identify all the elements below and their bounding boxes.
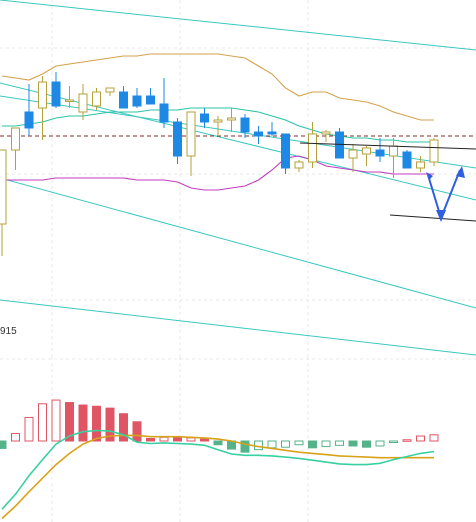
candle-body-0 (0, 149, 7, 225)
macd-bar-6 (78, 404, 88, 442)
candle-body-30 (402, 151, 412, 169)
candle-body-10 (132, 95, 142, 107)
annotation-label: 915 (0, 326, 17, 337)
candle-body-28 (375, 149, 385, 157)
price-chart: 915 (0, 0, 476, 357)
candle-body-32 (429, 139, 439, 163)
macd-bar-0 (0, 440, 7, 449)
channel-line-0 (0, 0, 476, 51)
macd-bar-13 (173, 437, 182, 442)
macd-dea-line (1, 434, 434, 520)
macd-chart (0, 357, 476, 522)
macd-bar-1 (11, 433, 20, 442)
macd-bar-16 (213, 440, 223, 446)
candle-body-13 (173, 121, 182, 157)
candle-body-26 (348, 149, 358, 159)
candle-body-1 (11, 127, 20, 151)
bollinger-upper-line (1, 53, 434, 121)
macd-bar-25 (335, 440, 344, 446)
macd-bar-24 (321, 440, 331, 448)
price-layer (0, 0, 476, 356)
candle-body-25 (335, 131, 344, 159)
candle-body-20 (267, 131, 277, 135)
candle-body-23 (308, 133, 317, 163)
macd-grid (0, 357, 476, 522)
trend-line-lower (389, 214, 476, 222)
macd-bar-8 (105, 407, 115, 442)
macd-bar-11 (146, 438, 155, 442)
forecast-arrowhead-up (456, 166, 465, 178)
macd-bar-28 (375, 440, 385, 447)
macd-bar-10 (132, 421, 142, 442)
macd-bar-15 (200, 438, 209, 442)
macd-bar-30 (402, 439, 412, 442)
bollinger-mid-line (2, 107, 434, 143)
candle-body-17 (227, 117, 236, 121)
candle-body-29 (389, 145, 398, 157)
forecast-arrowhead-down (436, 210, 446, 222)
macd-layer (0, 399, 439, 520)
candle-body-8 (105, 87, 115, 93)
candle-body-4 (51, 81, 61, 107)
channel-line-3 (0, 177, 476, 309)
macd-dif-line (1, 429, 435, 510)
candle-body-12 (159, 103, 169, 123)
macd-bar-18 (240, 440, 250, 453)
macd-bar-4 (51, 399, 61, 442)
candle-body-5 (65, 99, 74, 102)
macd-bar-5 (65, 402, 74, 442)
candle-body-14 (186, 111, 196, 157)
candle-body-16 (213, 119, 223, 123)
macd-bar-20 (267, 440, 277, 449)
macd-bar-21 (281, 440, 290, 448)
macd-bar-23 (308, 440, 317, 449)
candle-body-6 (78, 93, 88, 113)
macd-bar-9 (119, 413, 128, 442)
bollinger-lower-line (2, 155, 434, 191)
candle-body-15 (200, 113, 209, 123)
candle-body-19 (254, 131, 263, 137)
candle-body-7 (92, 91, 101, 107)
macd-bar-29 (389, 440, 398, 443)
candle-body-24 (321, 131, 331, 135)
candle-body-27 (362, 147, 371, 155)
macd-bar-14 (186, 437, 196, 442)
candle-body-2 (24, 111, 34, 129)
candle-body-31 (416, 161, 425, 169)
trend-line-upper (299, 142, 476, 150)
macd-bar-22 (294, 440, 304, 446)
candle-body-3 (38, 81, 47, 109)
macd-bar-26 (348, 440, 358, 447)
candle-body-18 (240, 117, 250, 133)
macd-bar-2 (24, 416, 34, 442)
candle-body-21 (281, 133, 290, 169)
candle-body-22 (294, 161, 304, 169)
forecast-arrowhead-start (426, 172, 433, 180)
macd-bar-12 (159, 436, 169, 442)
candle-body-9 (119, 91, 128, 109)
macd-bar-7 (92, 405, 101, 442)
macd-bar-27 (362, 440, 371, 448)
channel-line-4 (0, 299, 476, 356)
candle-body-11 (146, 95, 155, 105)
macd-bar-31 (416, 435, 425, 442)
macd-bar-32 (429, 434, 439, 442)
macd-bar-3 (38, 403, 47, 442)
